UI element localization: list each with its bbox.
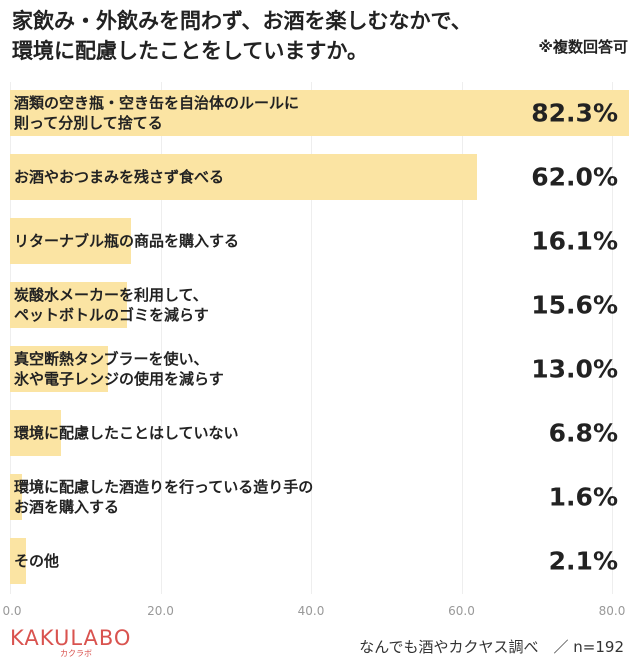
- bar: [10, 90, 630, 136]
- value-label: 6.8%: [548, 418, 618, 448]
- category-label: 真空断熱タンブラーを使い、 氷や電子レンジの使用を減らす: [14, 350, 224, 388]
- category-label: 炭酸水メーカーを利用して、 ペットボトルのゴミを減らす: [14, 286, 209, 324]
- bar: [10, 282, 128, 328]
- grid-line: [160, 82, 162, 594]
- bar: [10, 346, 108, 392]
- value-label: 13.0%: [531, 354, 618, 384]
- value-label: 1.6%: [548, 482, 618, 512]
- value-label: 16.1%: [531, 226, 618, 256]
- bar: [10, 154, 477, 200]
- category-label: 酒類の空き瓶・空き缶を自治体のルールに 則って分別して捨てる: [14, 94, 300, 132]
- grid-line: [311, 82, 312, 594]
- bar: [10, 218, 132, 264]
- x-tick-label: 60.0: [448, 604, 475, 618]
- grid-line: [10, 82, 11, 594]
- brand-subtext: カクラボ: [60, 649, 92, 658]
- grid-line: [612, 82, 613, 594]
- category-label: リターナブル瓶の商品を購入する: [14, 232, 240, 250]
- x-tick-label: 80.0: [598, 604, 626, 618]
- value-label: 2.1%: [548, 546, 618, 576]
- x-tick-label: 40.0: [297, 604, 325, 618]
- bar: [10, 538, 26, 584]
- brand-logo: KAKULABO: [10, 626, 132, 650]
- title-line: 環境に配慮したことをしていますか。: [12, 39, 368, 63]
- chart-title: 家飲み・外飲みを問わず、お酒を楽しむなかで、 環境に配慮したことをしていますか。: [12, 6, 472, 66]
- category-label: その他: [14, 552, 60, 570]
- category-label: 環境に配慮したことはしていない: [14, 424, 239, 442]
- bar: [10, 474, 23, 520]
- value-label: 82.3%: [531, 98, 618, 128]
- x-tick-label: 20.0: [147, 604, 174, 618]
- category-label: お酒やおつまみを残さず食べる: [14, 168, 225, 186]
- x-tick-label: 0.0: [2, 604, 22, 618]
- grid-line: [461, 82, 463, 594]
- source-note: なんでも酒やカクヤス調べ ／ n=192: [359, 638, 624, 656]
- value-label: 15.6%: [531, 290, 618, 320]
- value-label: 62.0%: [531, 162, 618, 192]
- category-label: 環境に配慮した酒造りを行っている造り手の お酒を購入する: [14, 478, 314, 516]
- subtitle: ※複数回答可: [538, 38, 628, 56]
- title-line: 家飲み・外飲みを問わず、お酒を楽しむなかで、: [12, 9, 472, 33]
- bar: [10, 410, 62, 456]
